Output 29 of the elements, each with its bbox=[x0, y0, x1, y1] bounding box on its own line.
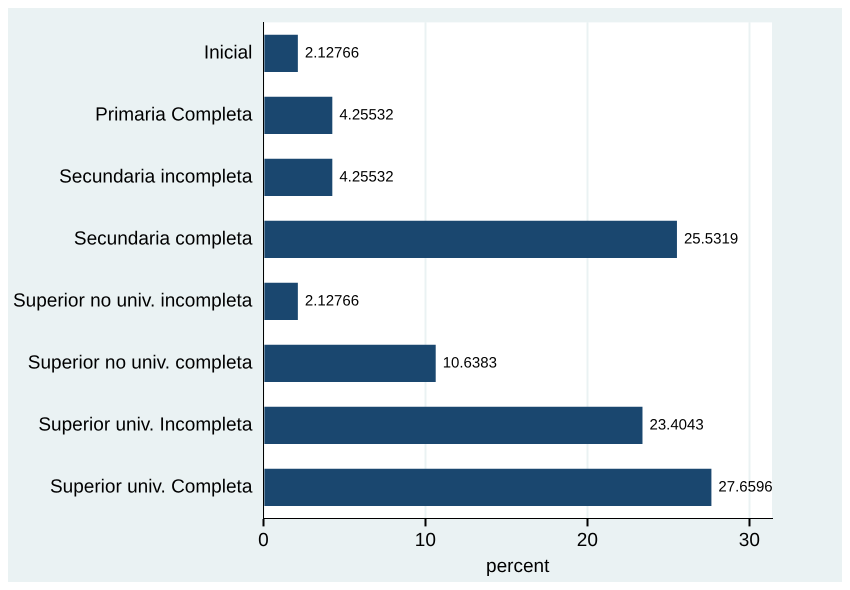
data-label: 2.12766 bbox=[304, 44, 360, 62]
x-tick-label: 10 bbox=[414, 530, 436, 552]
bar bbox=[264, 282, 298, 320]
bar bbox=[264, 406, 642, 444]
x-tick-label: 0 bbox=[258, 530, 269, 552]
data-label: 4.25532 bbox=[339, 106, 394, 124]
data-label: 23.4043 bbox=[649, 416, 704, 434]
x-tick-label: 20 bbox=[576, 530, 598, 552]
y-tick-label: Superior no univ. completa bbox=[28, 352, 253, 374]
x-tick-label: 30 bbox=[738, 530, 760, 552]
y-tick-label: Secundaria completa bbox=[74, 228, 253, 250]
data-label: 10.6383 bbox=[442, 354, 497, 372]
y-tick-label: Inicial bbox=[204, 42, 252, 64]
data-label: 25.5319 bbox=[684, 230, 738, 248]
bar bbox=[264, 468, 712, 506]
y-tick-label: Superior univ. Completa bbox=[50, 476, 253, 498]
bar bbox=[264, 158, 332, 196]
bar bbox=[264, 96, 332, 134]
bar bbox=[264, 344, 436, 382]
data-label: 2.12766 bbox=[304, 292, 360, 310]
y-tick-label: Primaria Completa bbox=[95, 104, 253, 126]
y-tick-label: Superior univ. Incompleta bbox=[38, 414, 253, 436]
y-tick-label: Secundaria incompleta bbox=[59, 166, 253, 188]
bar bbox=[264, 220, 677, 258]
data-label: 4.25532 bbox=[339, 168, 394, 186]
bar bbox=[264, 34, 298, 72]
x-axis-title: percent bbox=[486, 556, 550, 577]
y-tick-label: Superior no univ. incompleta bbox=[12, 290, 253, 312]
data-label: 27.6596 bbox=[718, 478, 773, 496]
